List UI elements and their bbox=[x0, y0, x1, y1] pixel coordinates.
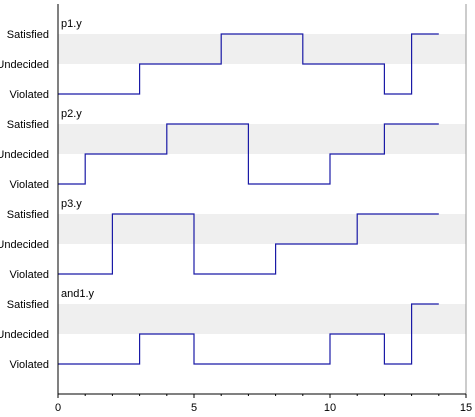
panel-band bbox=[58, 304, 466, 334]
x-tick-label: 5 bbox=[191, 402, 197, 414]
series-line bbox=[58, 33, 439, 95]
y-tick-label: Satisfied bbox=[7, 209, 49, 221]
series-line bbox=[58, 303, 439, 365]
panel-band bbox=[58, 124, 466, 154]
panel-band bbox=[58, 34, 466, 64]
y-tick-label: Violated bbox=[9, 179, 49, 191]
panel-title: p1.y bbox=[61, 18, 82, 30]
y-tick-label: Violated bbox=[9, 89, 49, 101]
panel-title: and1.y bbox=[61, 288, 95, 300]
y-tick-label: Undecided bbox=[0, 329, 49, 341]
y-tick-label: Undecided bbox=[0, 149, 49, 161]
series-line bbox=[58, 213, 439, 275]
y-tick-label: Undecided bbox=[0, 239, 49, 251]
x-tick-label: 10 bbox=[324, 402, 336, 414]
panel-title: p3.y bbox=[61, 198, 82, 210]
y-tick-label: Undecided bbox=[0, 59, 49, 71]
y-tick-label: Violated bbox=[9, 359, 49, 371]
y-tick-label: Satisfied bbox=[7, 119, 49, 131]
y-tick-label: Satisfied bbox=[7, 299, 49, 311]
panel-title: p2.y bbox=[61, 108, 82, 120]
panel-band bbox=[58, 214, 466, 244]
y-tick-label: Violated bbox=[9, 269, 49, 281]
x-tick-label: 0 bbox=[55, 402, 61, 414]
x-tick-label: 15 bbox=[460, 402, 472, 414]
series-line bbox=[58, 123, 439, 185]
y-tick-label: Satisfied bbox=[7, 29, 49, 41]
